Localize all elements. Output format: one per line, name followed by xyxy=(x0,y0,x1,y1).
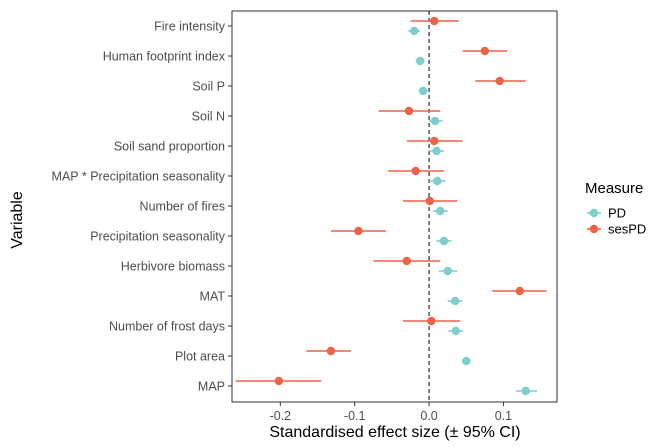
data-point xyxy=(411,166,420,176)
data-point xyxy=(430,136,439,146)
y-tick-label: MAP xyxy=(198,380,225,394)
data-point xyxy=(451,326,461,336)
x-axis: -0.2 -0.1 0.0 0.1 xyxy=(270,402,512,423)
y-tick-label: MAP * Precipitation seasonality xyxy=(52,170,226,184)
y-tick-labels: Fire intensity Human footprint index Soil … xyxy=(52,20,232,394)
y-tick-label: Number of frost days xyxy=(109,320,225,334)
data-point xyxy=(480,46,490,56)
x-axis-title: Standardised effect size (± 95% CI) xyxy=(269,424,520,441)
x-tick-label: -0.2 xyxy=(270,409,292,423)
x-tick-label: 0.1 xyxy=(495,409,512,423)
legend-label: sesPD xyxy=(608,222,646,237)
series-pd xyxy=(408,26,537,396)
y-tick-label: Human footprint index xyxy=(103,50,226,64)
data-point xyxy=(430,116,440,126)
data-point xyxy=(462,356,471,366)
plot-panel-border xyxy=(231,10,558,403)
legend-key-point xyxy=(589,208,599,218)
data-point xyxy=(326,346,336,356)
x-tick-label: -0.1 xyxy=(344,409,366,423)
data-point xyxy=(439,236,449,246)
data-point xyxy=(495,76,504,86)
legend-label: PD xyxy=(608,206,626,221)
data-point xyxy=(354,226,363,236)
x-tick-label: 0.0 xyxy=(420,409,437,423)
y-tick-label: Number of fires xyxy=(140,200,225,214)
y-tick-label: Plot area xyxy=(175,350,225,364)
y-axis-title: Variable xyxy=(9,191,26,249)
data-point xyxy=(274,376,284,386)
y-tick-label: Soil P xyxy=(192,80,225,94)
data-point xyxy=(404,106,414,116)
legend-key-point xyxy=(589,224,599,234)
data-point xyxy=(418,86,428,96)
data-point xyxy=(425,196,435,206)
data-point xyxy=(427,316,436,326)
data-point xyxy=(450,296,460,306)
y-tick-label: Fire intensity xyxy=(154,20,226,34)
data-point xyxy=(402,256,411,266)
data-point xyxy=(415,56,425,66)
data-point xyxy=(432,146,441,156)
data-point xyxy=(443,266,452,276)
data-point xyxy=(433,176,442,186)
y-tick-label: Soil N xyxy=(192,110,225,124)
y-tick-label: Soil sand proportion xyxy=(114,140,225,154)
data-point xyxy=(521,386,530,396)
y-tick-label: Herbivore biomass xyxy=(121,260,225,274)
data-point xyxy=(515,286,525,296)
y-tick-label: MAT xyxy=(200,290,226,304)
y-tick-label: Precipitation seasonality xyxy=(90,230,226,244)
data-point xyxy=(410,26,419,36)
legend-title: Measure xyxy=(585,180,643,197)
series-sespd xyxy=(235,16,547,386)
data-point xyxy=(430,16,439,26)
plot-area xyxy=(231,10,558,403)
data-point xyxy=(436,206,445,216)
